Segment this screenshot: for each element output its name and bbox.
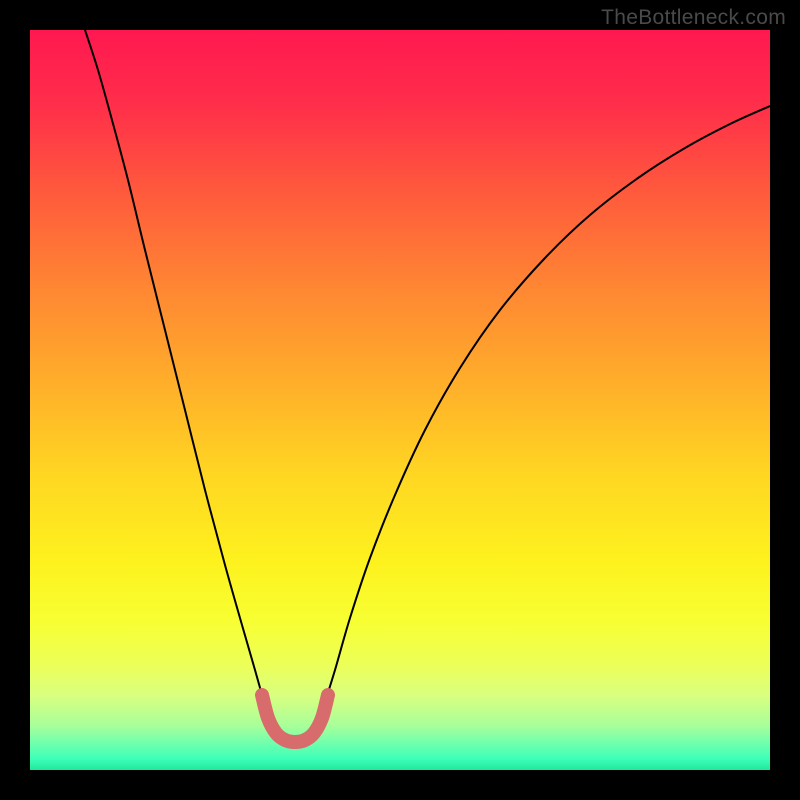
curve-left [85, 30, 264, 702]
plot-area [30, 30, 770, 770]
valley-overlay [262, 695, 328, 742]
curve-right [325, 106, 770, 702]
watermark-text: TheBottleneck.com [601, 6, 786, 30]
curve-layer [30, 30, 770, 770]
